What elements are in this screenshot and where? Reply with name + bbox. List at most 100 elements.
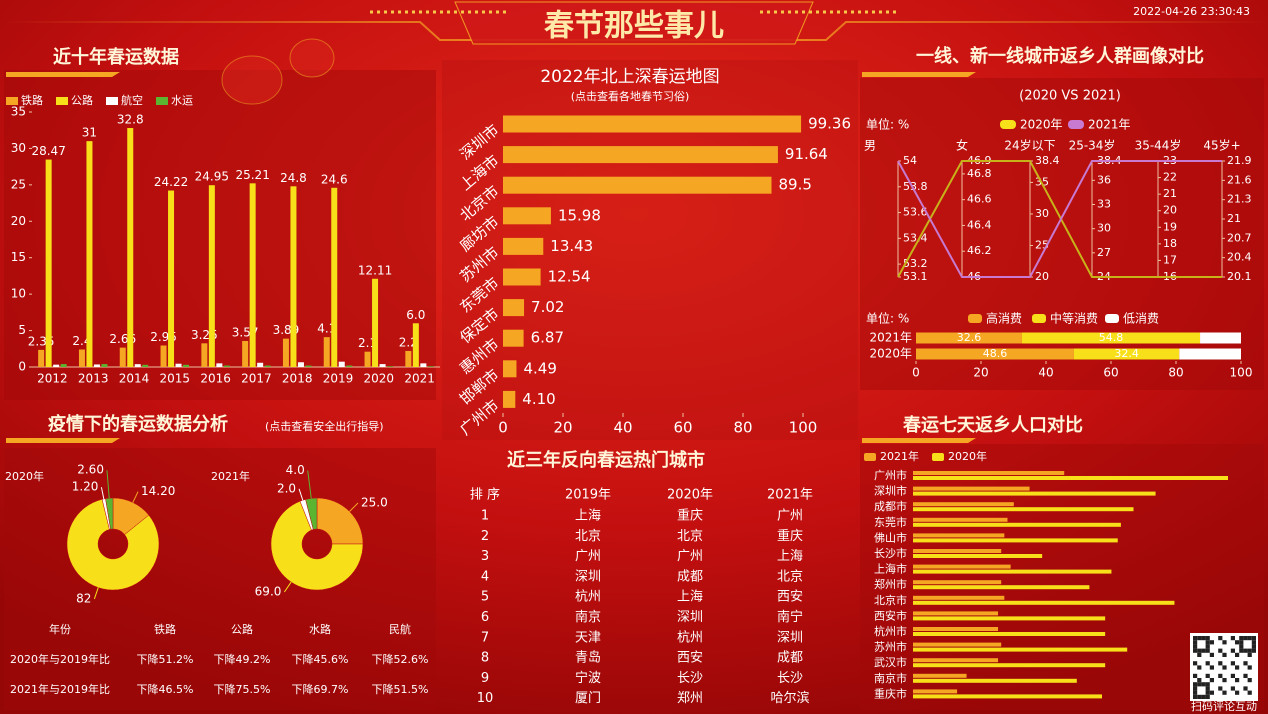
axis-tick-label: 20.7 <box>1227 231 1252 244</box>
table-cell: 10 <box>477 691 494 706</box>
qr-cell <box>1205 636 1210 641</box>
axis-name: 女 <box>956 138 968 153</box>
data-label: 32.6 <box>957 331 982 344</box>
data-label: 4.10 <box>522 390 555 408</box>
qr-cell <box>1235 652 1240 657</box>
bar <box>38 349 45 367</box>
bar <box>503 176 772 194</box>
bar <box>913 595 1005 600</box>
legend-label: 高消费 <box>986 311 1022 326</box>
x-tick-label: 2019 <box>323 372 354 386</box>
axis-tick-label: 27 <box>1097 246 1111 259</box>
table-cell: 宁波 <box>575 670 601 686</box>
bar <box>305 365 312 367</box>
bar <box>53 364 60 367</box>
bar <box>913 476 1228 480</box>
data-label: 25.0 <box>361 495 388 509</box>
bar <box>323 337 330 367</box>
table-cell: 天津 <box>575 630 601 645</box>
x-tick-label: 2021 <box>404 372 435 386</box>
qr-cell <box>1218 673 1223 678</box>
data-label: 82 <box>76 591 91 605</box>
bar <box>142 364 149 367</box>
title-bar <box>862 72 976 77</box>
bar <box>913 585 1090 590</box>
bar <box>86 141 93 367</box>
axis-tick-label: 46.2 <box>967 244 992 257</box>
axis-tick-label: 53.2 <box>903 257 928 270</box>
x-tick-label: 2017 <box>241 372 272 386</box>
qr-cell <box>1197 636 1202 641</box>
axis-tick-label: 20 <box>1163 204 1177 217</box>
qr-cell <box>1197 652 1202 657</box>
data-label: 31 <box>82 126 97 140</box>
data-label: 14.20 <box>141 484 175 498</box>
y-tick-label: 5 <box>18 323 26 337</box>
y-tick-label: 苏州市 <box>874 640 907 654</box>
donut-slice <box>105 497 114 530</box>
x-tick-label: 0 <box>912 366 920 380</box>
qr-cell <box>1205 686 1210 691</box>
y-tick-label: 长沙市 <box>874 546 907 560</box>
y-tick-label: 西安市 <box>874 608 907 622</box>
table-header: 年份 <box>49 622 71 636</box>
bar <box>242 340 249 367</box>
legend-swatch <box>1032 314 1046 323</box>
qr-cell <box>1218 686 1223 691</box>
qr-cell <box>1230 661 1235 666</box>
qr-cell <box>1243 661 1248 666</box>
qr-cell <box>1243 648 1248 653</box>
x-tick-label: 2012 <box>37 372 68 386</box>
x-tick-label: 80 <box>1168 366 1183 380</box>
axis-tick-label: 33 <box>1097 198 1111 211</box>
bar <box>134 364 141 367</box>
axis-tick-label: 19 <box>1163 220 1177 233</box>
data-label: 54.8 <box>1099 331 1124 344</box>
table-cell: 哈尔滨 <box>770 690 809 706</box>
x-tick-label: 100 <box>789 419 818 437</box>
bar <box>913 502 1014 507</box>
x-tick-label: 2015 <box>160 372 191 386</box>
qr-cell <box>1201 694 1206 699</box>
qr-cell <box>1243 673 1248 678</box>
x-tick-label: 2014 <box>119 372 150 386</box>
qr-cell <box>1247 648 1252 653</box>
legend-swatch <box>968 314 982 323</box>
chart-title: 2020年 <box>5 469 44 483</box>
title-bar <box>6 438 120 443</box>
qr-cell <box>1251 636 1256 641</box>
bar <box>913 486 1030 491</box>
qr-cell <box>1235 665 1240 670</box>
page-title: 春节那些事儿 <box>544 9 724 44</box>
bar <box>346 365 353 367</box>
axis-tick-label: 21 <box>1163 187 1177 200</box>
table-cell: 深圳 <box>575 569 601 584</box>
bar <box>913 616 1106 621</box>
table-cell: 深圳 <box>677 610 703 625</box>
bar <box>331 187 338 367</box>
y-tick-label: 重庆市 <box>874 686 907 700</box>
table-cell: 广州 <box>777 509 803 524</box>
y-tick-label: 15 <box>11 250 26 264</box>
title-bar <box>862 438 976 443</box>
donut-slice <box>305 497 318 530</box>
qr-cell <box>1209 690 1214 695</box>
legend-label: 航空 <box>121 93 143 107</box>
bar <box>420 363 427 367</box>
qr-cell <box>1209 665 1214 670</box>
table-header: 2020年 <box>667 488 713 503</box>
table-cell: 下降69.7% <box>292 682 349 696</box>
table-header: 铁路 <box>154 623 176 636</box>
bar <box>249 183 256 367</box>
legend-swatch <box>56 97 68 105</box>
bar <box>208 185 215 367</box>
unit-label: 单位: % <box>866 311 909 326</box>
qr-cell <box>1205 682 1210 687</box>
qr-cell <box>1197 648 1202 653</box>
table-cell: 下降51.2% <box>137 652 194 666</box>
bar <box>78 349 85 367</box>
table-cell: 西安 <box>777 590 803 605</box>
legend-swatch <box>864 453 876 461</box>
bar <box>412 323 419 367</box>
bar <box>503 390 516 408</box>
